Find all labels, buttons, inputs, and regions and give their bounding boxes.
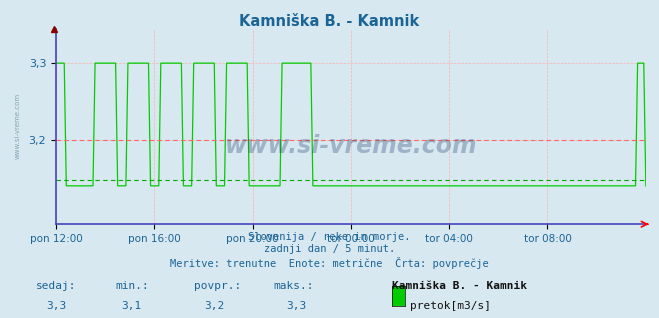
Text: sedaj:: sedaj: [36,281,76,291]
Text: zadnji dan / 5 minut.: zadnji dan / 5 minut. [264,244,395,254]
Text: 3,3: 3,3 [287,301,306,310]
Text: Kamniška B. - Kamnik: Kamniška B. - Kamnik [392,281,527,291]
Text: www.si-vreme.com: www.si-vreme.com [225,134,477,158]
Text: min.:: min.: [115,281,149,291]
Text: 3,2: 3,2 [204,301,224,310]
Text: Meritve: trenutne  Enote: metrične  Črta: povprečje: Meritve: trenutne Enote: metrične Črta: … [170,257,489,269]
Text: 3,3: 3,3 [46,301,66,310]
Text: povpr.:: povpr.: [194,281,242,291]
Text: Kamniška B. - Kamnik: Kamniška B. - Kamnik [239,14,420,29]
Text: Slovenija / reke in morje.: Slovenija / reke in morje. [248,232,411,241]
Text: maks.:: maks.: [273,281,314,291]
Text: 3,1: 3,1 [122,301,142,310]
Text: pretok[m3/s]: pretok[m3/s] [410,301,491,310]
Text: www.si-vreme.com: www.si-vreme.com [14,93,20,159]
